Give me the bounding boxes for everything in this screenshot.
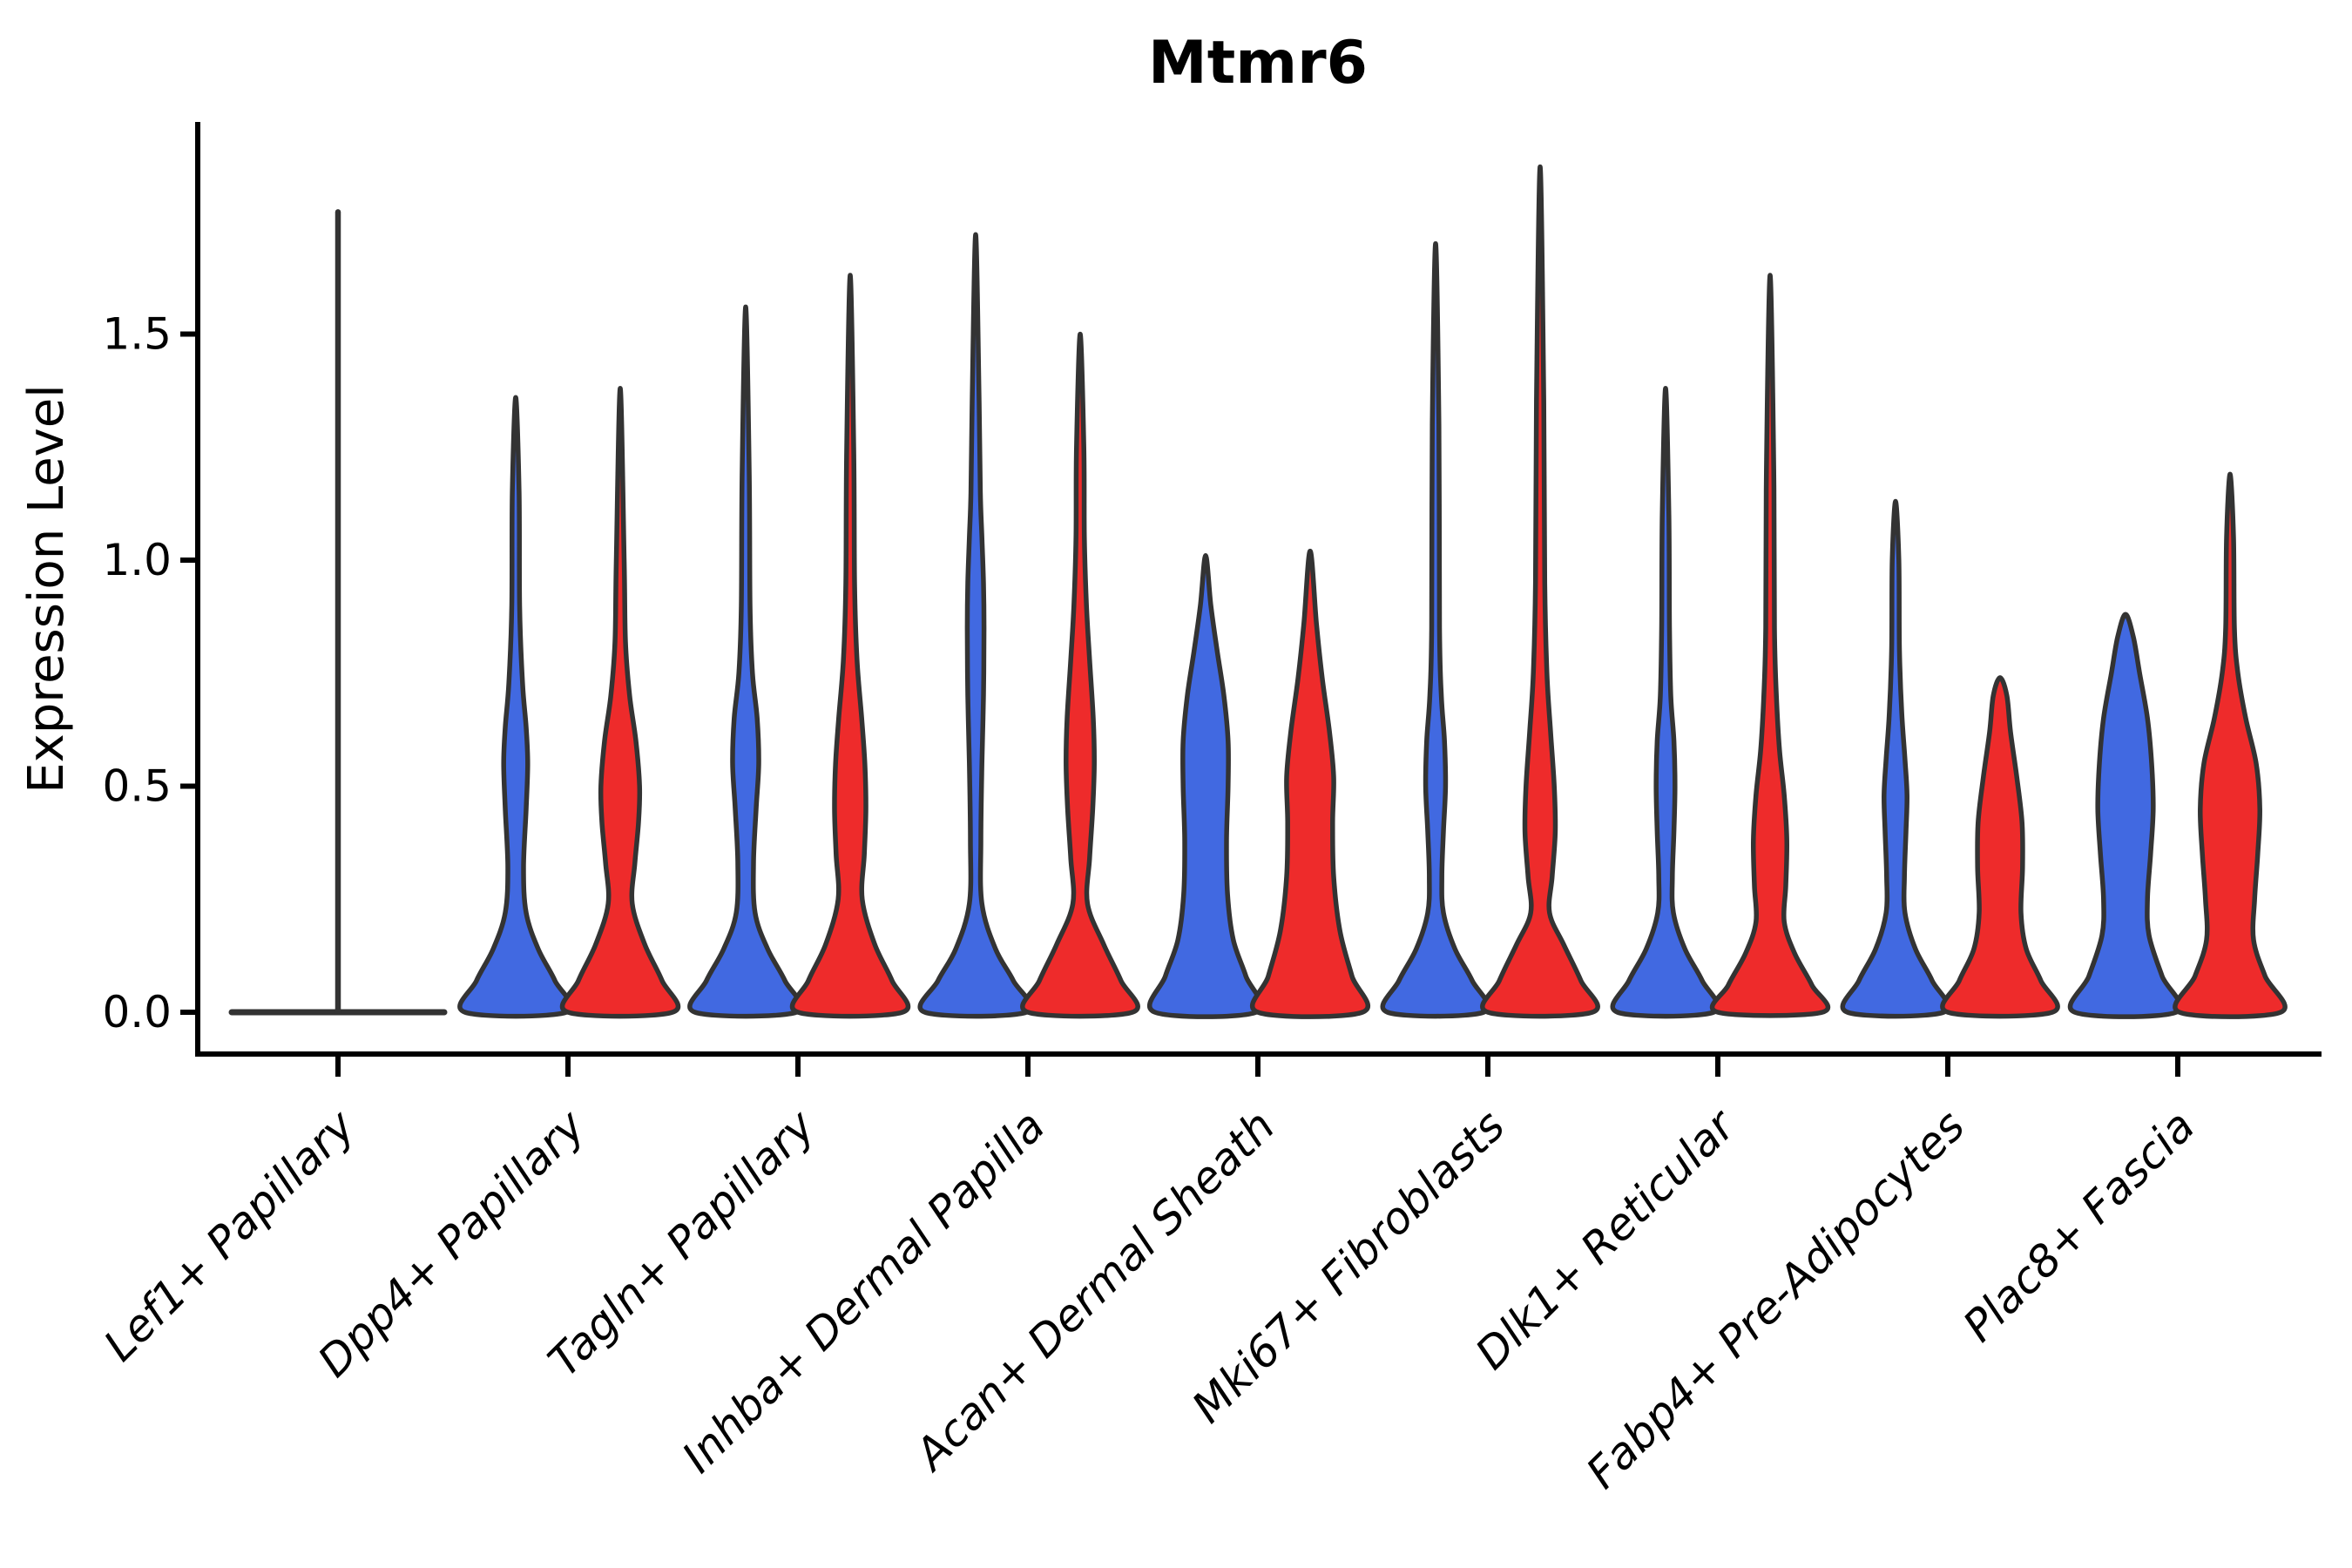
y-axis-label: Expression Level <box>18 384 75 794</box>
violin-red <box>1250 548 1370 1019</box>
violin-red <box>1480 164 1600 1019</box>
y-tick-label: 0.5 <box>102 761 172 812</box>
violin-red <box>1020 331 1140 1019</box>
violin-red <box>1940 675 2060 1019</box>
violin-red <box>1709 273 1831 1018</box>
y-tick-label: 0.0 <box>102 987 172 1037</box>
violins <box>228 164 2288 1019</box>
violin-blue <box>687 304 804 1019</box>
violin-red <box>789 273 911 1019</box>
violin-blue <box>1147 553 1264 1019</box>
y-tick-label: 1.0 <box>102 535 172 585</box>
violin-red <box>2173 471 2288 1019</box>
chart-title: Mtmr6 <box>1148 29 1368 98</box>
violin-blue <box>917 232 1034 1019</box>
violin-blue <box>2067 612 2184 1019</box>
violin-blue <box>1380 240 1491 1019</box>
violin-blue <box>1610 386 1721 1019</box>
y-tick-label: 1.5 <box>102 309 172 360</box>
violin-blue <box>457 395 574 1019</box>
violin-red <box>559 386 681 1019</box>
violin-blue <box>1840 498 1951 1019</box>
